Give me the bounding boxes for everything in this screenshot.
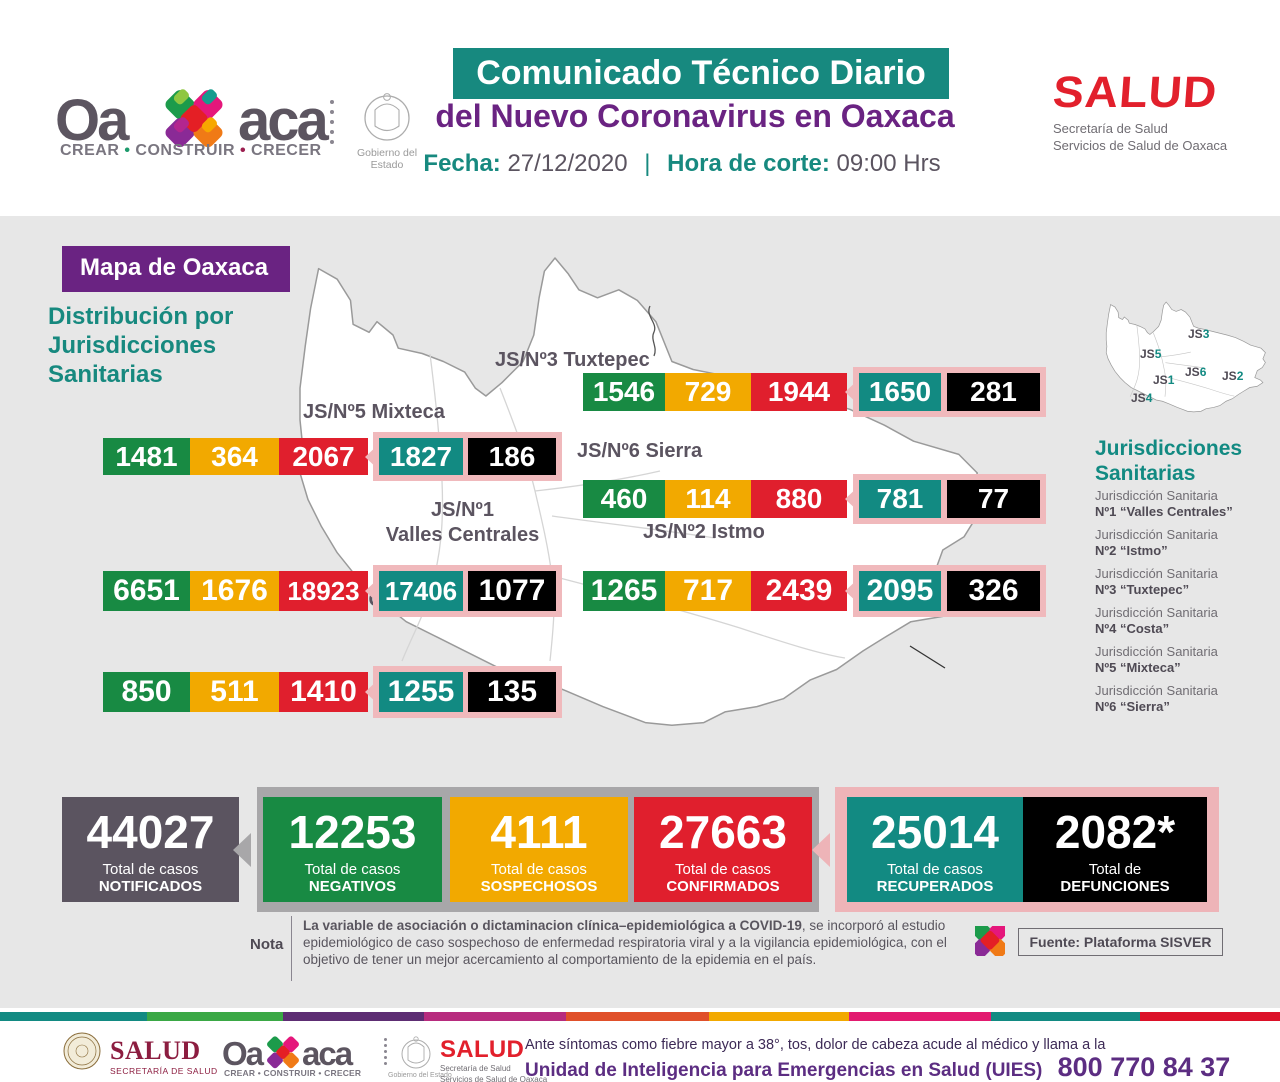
- svg-text:JS1: JS1: [1153, 373, 1175, 387]
- svg-text:JS2: JS2: [1222, 369, 1244, 383]
- svg-text:JS6: JS6: [1185, 365, 1207, 379]
- svg-text:Oa: Oa: [222, 1035, 265, 1072]
- svg-text:aca: aca: [302, 1035, 354, 1072]
- svg-text:JS5: JS5: [1140, 347, 1162, 361]
- svg-text:JS4: JS4: [1131, 391, 1153, 405]
- svg-text:JS3: JS3: [1188, 327, 1210, 341]
